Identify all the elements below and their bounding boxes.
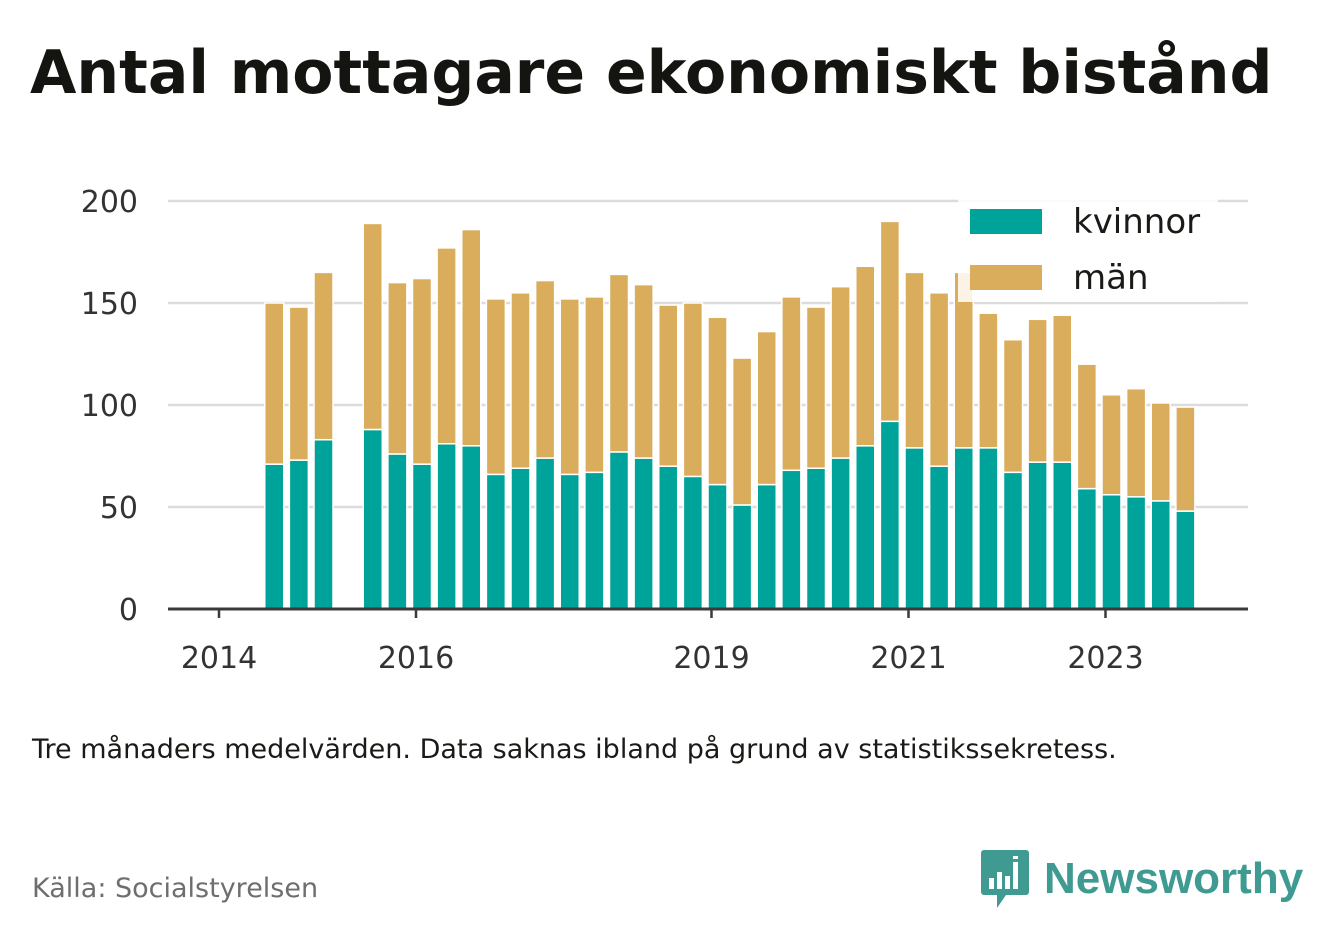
bar-man <box>633 283 654 459</box>
bar-kvinnor <box>584 471 605 610</box>
bar-man <box>682 302 704 478</box>
x-tick-label: 2023 <box>1067 641 1143 676</box>
legend: kvinnor män <box>958 198 1218 302</box>
bar-kvinnor <box>461 445 482 610</box>
bar-man <box>608 273 630 453</box>
bar-kvinnor <box>264 463 285 610</box>
bar-man <box>559 298 580 476</box>
bar-man <box>1076 363 1098 490</box>
bar-man <box>756 330 777 486</box>
bar-man <box>1101 394 1122 496</box>
bar-man <box>288 306 310 461</box>
bar-man <box>707 316 728 486</box>
bar-kvinnor <box>288 459 310 610</box>
x-tick-label: 2019 <box>673 641 749 676</box>
bar-kvinnor <box>1027 461 1048 610</box>
bar-man <box>436 247 457 445</box>
x-tick-label: 2016 <box>378 641 454 676</box>
bar-kvinnor <box>485 473 507 610</box>
bar-kvinnor <box>978 447 999 610</box>
bar-man <box>1027 318 1048 463</box>
bar-kvinnor <box>633 457 654 610</box>
bar-man <box>904 271 925 449</box>
legend-label: män <box>1073 258 1149 298</box>
bar-man <box>855 265 876 447</box>
y-tick-label: 0 <box>119 593 138 628</box>
bar-man <box>362 222 383 431</box>
legend-swatch <box>970 265 1042 290</box>
bar-man <box>510 292 531 469</box>
bar-kvinnor <box>855 445 876 610</box>
bar-man <box>485 298 507 476</box>
brand-name: Newsworthy <box>1044 854 1304 903</box>
bar-man <box>1125 387 1147 498</box>
bar-kvinnor <box>658 465 679 610</box>
bar-kvinnor <box>608 451 630 610</box>
source-text: Källa: Socialstyrelsen <box>32 873 319 904</box>
bar-kvinnor <box>1052 461 1073 610</box>
bar-kvinnor <box>953 447 974 610</box>
bar-man <box>1052 314 1073 463</box>
x-tick-label: 2021 <box>870 641 946 676</box>
bar-man <box>978 312 999 449</box>
brand-logo: Newsworthy <box>980 848 1303 910</box>
bar-man <box>781 296 802 472</box>
bar-kvinnor <box>1150 500 1171 610</box>
bar-kvinnor <box>534 457 556 610</box>
bar-kvinnor <box>1175 510 1196 610</box>
bar-man <box>928 292 950 467</box>
bar-kvinnor <box>830 457 851 610</box>
bar-man <box>731 357 753 506</box>
bar-kvinnor <box>1076 487 1098 610</box>
bar-man <box>461 228 482 447</box>
y-axis-ticks: 0 50 100 150 200 <box>81 185 138 628</box>
bar-kvinnor <box>411 463 433 610</box>
bar-man <box>1175 406 1196 512</box>
bar-kvinnor <box>805 467 827 610</box>
bar-kvinnor <box>756 483 777 610</box>
bar-man <box>584 296 605 474</box>
y-tick-label: 150 <box>81 287 138 322</box>
x-axis: 2014 2016 2019 2021 2023 <box>168 607 1248 676</box>
bar-kvinnor <box>682 475 704 610</box>
bar-kvinnor <box>510 467 531 610</box>
bar-chart: 0 50 100 150 200 2014 2016 2019 2021 2023 kvinno… <box>81 185 1248 676</box>
bar-kvinnor <box>1101 494 1122 610</box>
bar-kvinnor <box>387 453 408 610</box>
legend-swatch <box>970 209 1042 234</box>
bar-man <box>1150 402 1171 502</box>
bar-man <box>658 304 679 467</box>
bar-man <box>805 306 827 469</box>
bar-man <box>387 281 408 455</box>
bar-man <box>264 302 285 465</box>
bar-kvinnor <box>731 504 753 610</box>
x-tick-label: 2014 <box>181 641 257 676</box>
bar-kvinnor <box>436 443 457 610</box>
bar-man <box>411 277 433 465</box>
bar-kvinnor <box>1002 471 1024 610</box>
bar-man <box>313 271 334 441</box>
bar-kvinnor <box>781 469 802 610</box>
chart-note: Tre månaders medelvärden. Data saknas ib… <box>32 734 1117 765</box>
chart-title: Antal mottagare ekonomiskt bistånd <box>30 38 1273 108</box>
bar-kvinnor <box>362 428 383 610</box>
bar-kvinnor <box>313 438 334 610</box>
bar-kvinnor <box>1125 496 1147 610</box>
y-tick-label: 100 <box>81 389 138 424</box>
bar-kvinnor <box>904 447 925 610</box>
bar-man <box>1002 338 1024 474</box>
bar-kvinnor <box>707 483 728 610</box>
bar-man <box>879 220 901 423</box>
newsworthy-logo-icon <box>981 850 1029 908</box>
bar-kvinnor <box>559 473 580 610</box>
bar-kvinnor <box>879 420 901 610</box>
bar-man <box>830 285 851 459</box>
bar-man <box>534 279 556 459</box>
legend-label: kvinnor <box>1073 202 1200 242</box>
y-tick-label: 50 <box>100 491 138 526</box>
y-tick-label: 200 <box>81 185 138 220</box>
bar-kvinnor <box>928 465 950 610</box>
